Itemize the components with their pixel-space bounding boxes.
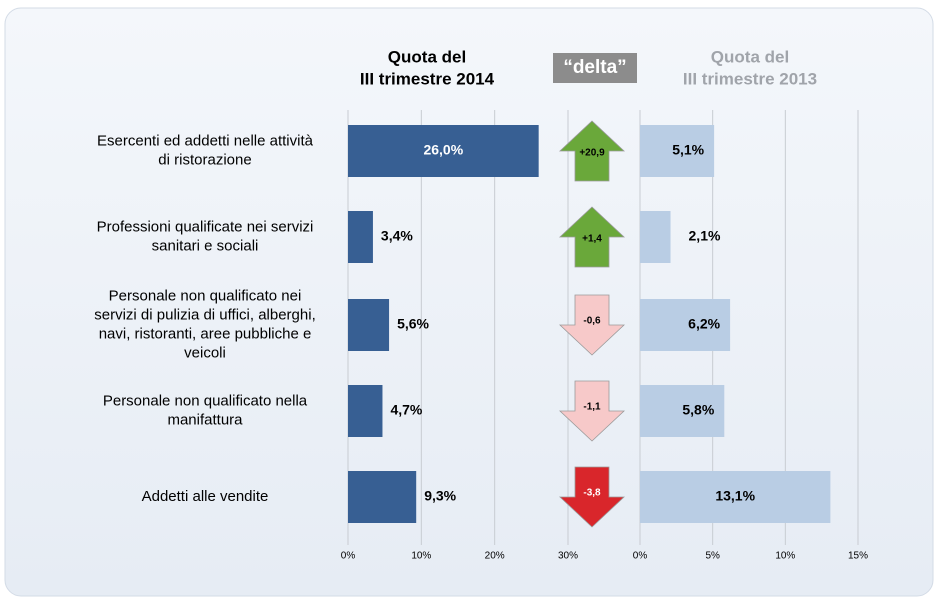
x-tick-label: 30% [558,551,578,562]
category-label: navi, ristoranti, aree pubbliche e [99,325,312,342]
value-label: 4,7% [390,402,422,418]
category-label: Personale non qualificato nella [103,392,308,409]
category-label: Esercenti ed addetti nelle attività [97,132,314,149]
panel-title: III trimestre 2014 [360,69,495,88]
value-label: 9,3% [424,488,456,504]
delta-arrow [558,466,626,528]
category-label: veicoli [184,344,226,361]
delta-arrow [558,380,626,442]
bar [640,211,671,263]
category-label: Addetti alle vendite [142,488,269,505]
value-label: 3,4% [381,228,413,244]
panel-title: III trimestre 2013 [683,69,817,88]
bar [348,211,373,263]
category-label: di ristorazione [158,151,251,168]
value-label: 13,1% [715,488,755,504]
bar [640,385,725,437]
delta-label: -1,1 [583,402,601,413]
x-tick-label: 15% [848,551,868,562]
delta-label: -3,8 [583,488,601,499]
value-label: 5,6% [397,316,429,332]
delta-label: -0,6 [583,316,601,327]
bar [640,471,831,523]
x-tick-label: 0% [341,551,356,562]
x-tick-label: 5% [705,551,720,562]
delta-label: +20,9 [579,148,605,159]
delta-arrow [558,294,626,356]
x-tick-label: 10% [775,551,795,562]
category-label: Personale non qualificato nei [109,287,302,304]
delta-arrow [558,206,626,268]
value-label: 2,1% [689,228,721,244]
bar [348,299,390,351]
value-label: 5,8% [682,402,714,418]
x-tick-label: 0% [633,551,648,562]
bar [640,299,731,351]
panel-title: Quota del [711,47,789,66]
delta-title-box [553,53,637,83]
delta-label: +1,4 [582,234,602,245]
category-label: Professioni qualificate nei servizi [97,218,314,235]
bar [348,385,383,437]
delta-title: “delta” [563,57,626,78]
bar [640,125,715,177]
bar [348,125,539,177]
value-label: 26,0% [423,142,463,158]
panel-title: Quota del [388,47,466,66]
category-label: servizi di pulizia di uffici, alberghi, [94,306,316,323]
category-label: sanitari e sociali [152,237,259,254]
category-label: manifattura [167,411,243,428]
x-tick-label: 10% [411,551,431,562]
delta-arrow [558,120,626,182]
value-label: 5,1% [672,142,704,158]
bar [348,471,417,523]
x-tick-label: 20% [485,551,505,562]
value-label: 6,2% [688,316,720,332]
